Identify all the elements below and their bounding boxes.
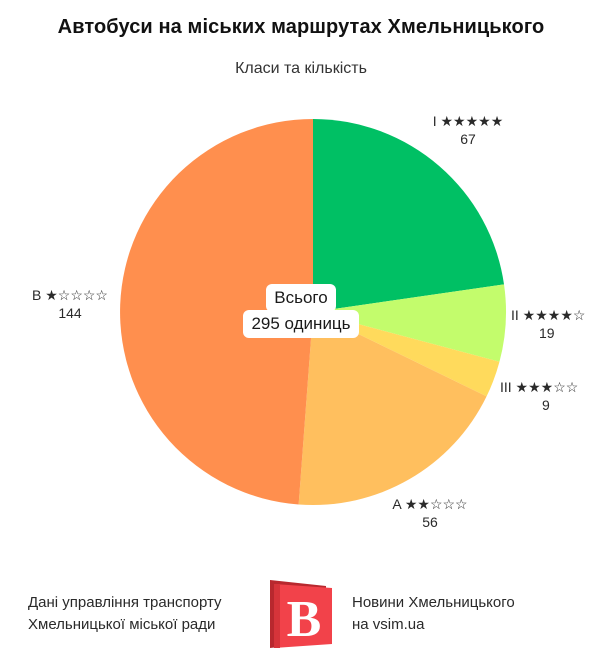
label-class-ii-name: II ★★★★☆ (511, 307, 586, 323)
publisher-line-2[interactable]: на vsim.ua (352, 616, 425, 633)
label-class-a: A ★★☆☆☆ 56 (378, 495, 482, 531)
slice-class-ii (313, 284, 507, 362)
slice-class-i (313, 119, 505, 312)
chart-subtitle: Класи та кількість (235, 60, 367, 77)
label-class-a-name: A ★★☆☆☆ (392, 496, 468, 512)
total-annotation: Всього 295 одиниць (228, 284, 374, 338)
total-value: 295 одиниць (243, 310, 359, 338)
logo-icon: B (270, 580, 332, 648)
label-class-i: I ★★★★★ 67 (418, 112, 518, 148)
label-class-i-name: I ★★★★★ (432, 113, 504, 129)
publisher-line-1: Новини Хмельницького (352, 594, 515, 611)
publisher: Новини Хмельницького на vsim.ua (352, 592, 515, 636)
label-class-iii-name: III ★★★☆☆ (500, 379, 579, 395)
label-class-a-value: 56 (422, 514, 438, 530)
label-class-b-name: B ★☆☆☆☆ (32, 287, 108, 303)
slice-class-a (298, 312, 487, 505)
chart-title: Автобуси на міських маршрутах Хмельницьк… (57, 16, 545, 38)
label-class-iii: III ★★★☆☆ 9 (500, 378, 602, 414)
label-class-ii-value: 19 (539, 325, 555, 341)
source-line-1: Дані управління транспорту (28, 594, 222, 611)
vsim-logo: B (266, 578, 336, 650)
label-class-b-value: 144 (58, 305, 82, 321)
slice-class-b (120, 119, 313, 505)
slice-class-iii (313, 312, 500, 397)
total-label: Всього (266, 284, 336, 312)
label-class-b: B ★☆☆☆☆ 144 (20, 286, 120, 322)
label-class-iii-value: 9 (542, 397, 550, 413)
label-class-i-value: 67 (460, 131, 476, 147)
data-source: Дані управління транспорту Хмельницької … (28, 592, 222, 636)
label-class-ii: II ★★★★☆ 19 (511, 306, 602, 342)
source-line-2: Хмельницької міської ради (28, 616, 216, 633)
logo-letter: B (287, 591, 322, 648)
